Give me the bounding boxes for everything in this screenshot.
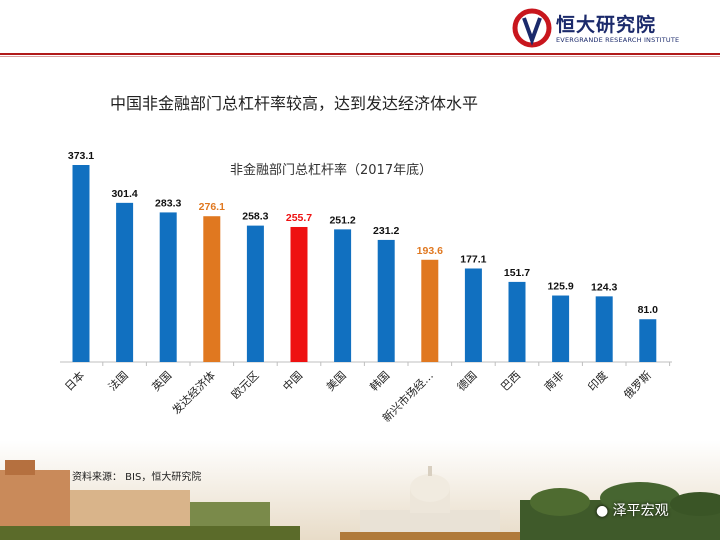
- data-label: 231.2: [373, 225, 399, 237]
- chart-title: 非金融部门总杠杆率（2017年底）: [230, 163, 433, 178]
- bar: [377, 239, 395, 362]
- data-label: 255.7: [286, 212, 312, 224]
- category-label: 印度: [585, 368, 610, 393]
- category-label: 南非: [542, 369, 567, 394]
- category-label: 英国: [149, 368, 174, 393]
- data-label: 283.3: [155, 197, 181, 209]
- source-note: 资料来源： BIS，恒大研究院: [72, 472, 202, 483]
- category-label: 日本: [62, 368, 87, 393]
- wechat-icon: ●: [596, 503, 609, 519]
- data-label: 301.4: [111, 188, 137, 200]
- data-label: 373.1: [68, 150, 94, 162]
- logo-english-name: EVERGRANDE RESEARCH INSTITUTE: [556, 36, 680, 44]
- category-label: 法国: [105, 368, 130, 393]
- category-label: 发达经济体: [169, 368, 218, 417]
- bar: [203, 216, 221, 362]
- data-label: 276.1: [199, 201, 225, 213]
- footer-scenery-image: [0, 440, 720, 540]
- watermark-text: 泽平宏观: [612, 503, 669, 519]
- data-label: 177.1: [460, 253, 486, 265]
- category-label: 美国: [324, 369, 349, 394]
- bar: [116, 202, 134, 362]
- bar: [159, 212, 177, 362]
- bar: [595, 296, 613, 362]
- bar: [334, 229, 352, 362]
- bar: [639, 319, 657, 362]
- evergrande-logo: 恒大研究院 EVERGRANDE RESEARCH INSTITUTE: [512, 8, 712, 48]
- data-label: 193.6: [417, 245, 443, 257]
- data-label: 81.0: [638, 304, 659, 316]
- category-label: 巴西: [498, 369, 523, 394]
- category-label: 俄罗斯: [621, 369, 654, 402]
- page-title: 中国非金融部门总杠杆率较高，达到发达经济体水平: [110, 94, 479, 113]
- header-divider-thin: [0, 56, 720, 57]
- data-label: 258.3: [242, 211, 268, 223]
- evergrande-emblem-icon: [512, 8, 552, 48]
- bar: [421, 259, 439, 362]
- logo-chinese-name: 恒大研究院: [556, 14, 657, 36]
- bar: [246, 225, 264, 362]
- data-label: 124.3: [591, 281, 617, 293]
- category-label: 韩国: [367, 368, 392, 393]
- bar: [464, 268, 482, 362]
- header-divider: [0, 53, 720, 55]
- category-label: 德国: [454, 368, 479, 393]
- bar: [552, 295, 570, 362]
- bar: [290, 226, 308, 362]
- category-label: 中国: [280, 369, 305, 394]
- data-label: 151.7: [504, 267, 530, 279]
- data-label: 251.2: [329, 214, 355, 226]
- bar: [508, 281, 526, 362]
- bar: [72, 165, 90, 362]
- data-label: 125.9: [547, 281, 573, 293]
- watermark: ● 泽平宏观: [596, 500, 669, 520]
- bar-chart: 373.1 日本 301.4 法国 283.3 英国 276.1 发达经济体 258.3 欧元区 2…: [60, 150, 672, 425]
- category-label: 欧元区: [229, 369, 262, 402]
